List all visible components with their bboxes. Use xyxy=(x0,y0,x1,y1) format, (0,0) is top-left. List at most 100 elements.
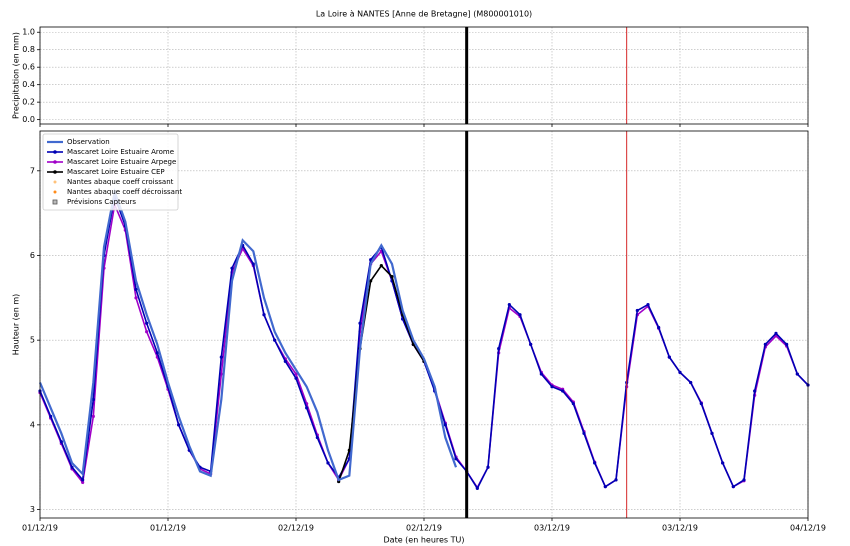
y-axis-label: Hauteur (en m) xyxy=(12,294,21,356)
data-point xyxy=(614,478,618,482)
data-point xyxy=(81,480,85,485)
data-point xyxy=(134,296,138,300)
data-point xyxy=(657,325,661,330)
data-point xyxy=(294,372,298,376)
legend-swatch xyxy=(53,160,57,164)
legend-label: Mascaret Loire Estuaire Arpege xyxy=(67,158,176,166)
x-tick-label: 02/12/19 xyxy=(406,524,442,533)
data-point xyxy=(315,435,319,440)
data-point xyxy=(230,266,234,270)
data-point xyxy=(155,351,159,355)
legend-swatch xyxy=(52,199,58,205)
legend-label: Observation xyxy=(67,138,110,146)
x-tick-label: 03/12/19 xyxy=(534,524,570,533)
y-tick-label: 0.6 xyxy=(22,63,35,72)
legend-box xyxy=(42,133,179,211)
y-tick-label: 6 xyxy=(30,251,35,260)
legend-swatch xyxy=(53,150,57,154)
data-point xyxy=(294,376,298,380)
legend-label: Mascaret Loire Estuaire Arome xyxy=(67,148,174,156)
data-point xyxy=(763,342,767,347)
y-tick-label: 7 xyxy=(30,166,35,175)
legend-label: Nantes abaque coeff croissant xyxy=(67,178,174,186)
legend-label: Nantes abaque coeff décroissant xyxy=(67,188,182,196)
data-point xyxy=(561,389,565,393)
legend-swatch xyxy=(53,180,57,184)
data-point xyxy=(326,461,330,465)
y-axis-label: Precipitation (en mm) xyxy=(12,32,21,119)
data-point xyxy=(49,414,53,418)
chart-title: La Loire à NANTES [Anne de Bretagne] (M8… xyxy=(316,10,532,19)
data-point xyxy=(689,380,693,385)
plot-frame xyxy=(39,26,809,125)
data-point xyxy=(667,355,671,359)
x-tick-label: 04/12/19 xyxy=(790,524,826,533)
y-tick-label: 0.2 xyxy=(22,98,35,107)
y-tick-label: 0.4 xyxy=(22,80,35,89)
data-point xyxy=(91,414,95,418)
data-point xyxy=(721,461,725,465)
data-point xyxy=(582,431,586,435)
data-point xyxy=(635,308,639,313)
legend-swatch xyxy=(53,190,57,194)
data-point xyxy=(369,279,373,283)
data-point xyxy=(603,485,607,489)
data-point xyxy=(177,423,181,427)
data-point xyxy=(475,486,479,490)
data-point xyxy=(550,385,554,389)
data-point xyxy=(774,331,778,335)
plot-frame xyxy=(39,130,809,519)
data-point xyxy=(486,465,490,469)
data-point xyxy=(145,321,149,325)
x-tick-label: 02/12/19 xyxy=(278,524,314,533)
legend-label: Prévisions Capteurs xyxy=(67,198,136,206)
y-tick-label: 0.0 xyxy=(22,115,35,124)
data-point xyxy=(379,264,383,268)
data-point xyxy=(699,402,703,406)
data-point xyxy=(710,431,714,435)
data-point xyxy=(305,406,309,410)
x-tick-label: 01/12/19 xyxy=(22,524,58,533)
x-tick-label: 03/12/19 xyxy=(662,524,698,533)
data-point xyxy=(219,355,223,359)
data-point xyxy=(454,457,458,461)
data-point xyxy=(81,478,85,482)
data-point xyxy=(646,302,650,307)
data-point xyxy=(443,423,447,427)
data-point xyxy=(251,262,255,266)
y-tick-label: 0.8 xyxy=(22,45,35,54)
data-point xyxy=(273,338,277,342)
data-point xyxy=(497,347,501,351)
data-point xyxy=(731,485,735,489)
data-point xyxy=(785,342,789,347)
data-point xyxy=(539,372,543,376)
data-point xyxy=(742,478,746,482)
data-point xyxy=(678,370,682,374)
data-point xyxy=(59,440,63,444)
y-tick-label: 5 xyxy=(30,336,35,345)
data-point xyxy=(529,342,533,347)
data-point xyxy=(795,372,799,376)
legend-swatch xyxy=(53,170,57,174)
x-axis-label: Date (en heures TU) xyxy=(384,536,465,545)
data-point xyxy=(262,313,266,317)
y-tick-label: 1.0 xyxy=(22,28,35,37)
data-point xyxy=(571,402,575,406)
y-tick-label: 3 xyxy=(30,505,35,514)
data-point xyxy=(70,465,74,469)
data-point xyxy=(358,321,362,325)
data-point xyxy=(347,448,351,452)
data-point xyxy=(507,302,511,307)
data-point xyxy=(134,287,138,291)
x-tick-label: 01/12/19 xyxy=(150,524,186,533)
data-point xyxy=(753,389,757,393)
data-point xyxy=(390,275,394,279)
data-point xyxy=(145,330,149,334)
data-point xyxy=(283,359,287,363)
data-point xyxy=(518,313,522,317)
series-line xyxy=(38,187,458,482)
legend-label: Mascaret Loire Estuaire CEP xyxy=(67,168,165,176)
y-tick-label: 4 xyxy=(30,420,35,429)
data-point xyxy=(593,461,597,465)
